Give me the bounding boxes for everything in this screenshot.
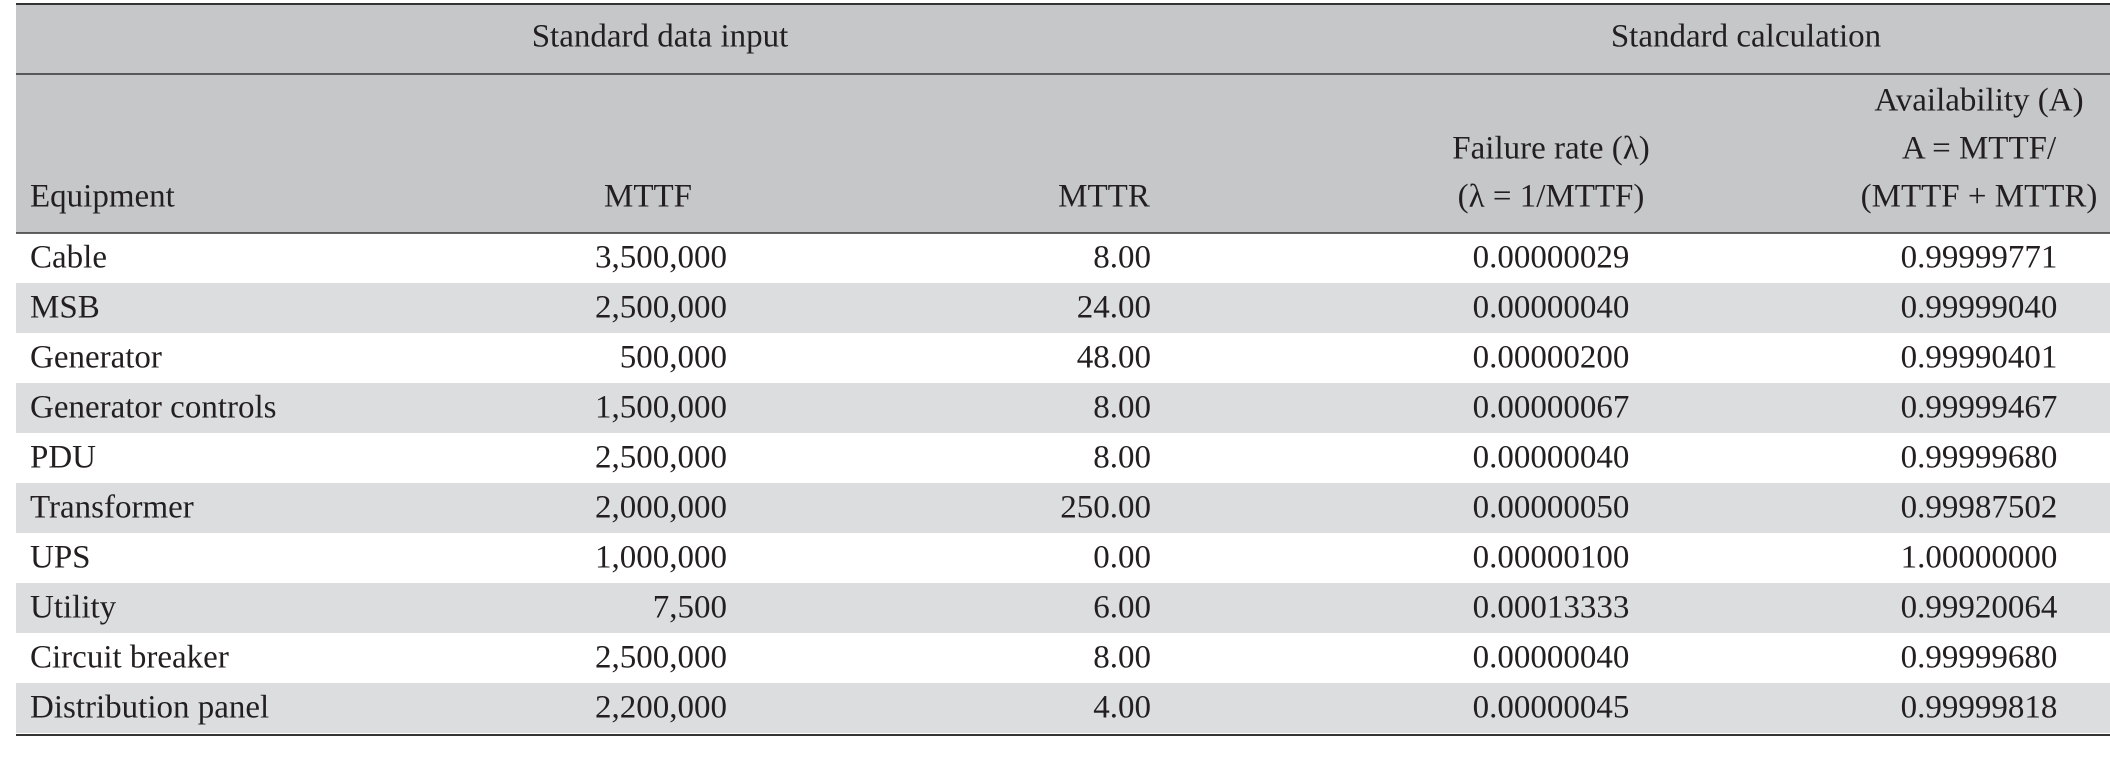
row-backgrounds bbox=[16, 283, 2110, 733]
cell: 0.00000040 bbox=[1473, 440, 1630, 476]
cell: 8.00 bbox=[1093, 440, 1151, 476]
row-label: Circuit breaker bbox=[30, 640, 229, 676]
cell: 0.99987502 bbox=[1901, 490, 2058, 526]
cell: 24.00 bbox=[1077, 290, 1151, 326]
cell: 0.99999040 bbox=[1901, 290, 2058, 326]
row-label: Generator bbox=[30, 340, 162, 376]
cell: 1,000,000 bbox=[595, 540, 727, 576]
column-header: MTTR bbox=[1058, 179, 1150, 215]
row-label: Generator controls bbox=[30, 390, 277, 426]
row-label: Utility bbox=[30, 590, 117, 626]
cell: 0.00000100 bbox=[1473, 540, 1630, 576]
header-background bbox=[16, 4, 2110, 233]
column-header: (MTTF + MTTR) bbox=[1861, 179, 2098, 215]
cell: 0.00000045 bbox=[1473, 690, 1630, 726]
cell: 0.00013333 bbox=[1473, 590, 1630, 626]
cell: 2,500,000 bbox=[595, 440, 727, 476]
column-header: Failure rate (λ) bbox=[1452, 131, 1649, 167]
row-label: Cable bbox=[30, 240, 107, 276]
row-stripe bbox=[16, 383, 2110, 433]
row-label: UPS bbox=[30, 540, 91, 576]
cell: 8.00 bbox=[1093, 640, 1151, 676]
cell: 0.99999680 bbox=[1901, 640, 2058, 676]
cell: 4.00 bbox=[1093, 690, 1151, 726]
cell: 7,500 bbox=[653, 590, 727, 626]
cell: 6.00 bbox=[1093, 590, 1151, 626]
column-header: A = MTTF/ bbox=[1902, 131, 2057, 167]
column-header: (λ = 1/MTTF) bbox=[1458, 179, 1645, 215]
group-header: Standard data input bbox=[532, 19, 789, 55]
cell: 0.00000050 bbox=[1473, 490, 1630, 526]
group-header: Standard calculation bbox=[1611, 19, 1881, 55]
cell: 250.00 bbox=[1060, 490, 1151, 526]
cell: 2,200,000 bbox=[595, 690, 727, 726]
row-label: Distribution panel bbox=[30, 690, 269, 726]
column-header: Availability (A) bbox=[1874, 83, 2083, 119]
column-header: MTTF bbox=[604, 179, 692, 215]
cell: 3,500,000 bbox=[595, 240, 727, 276]
row-label: PDU bbox=[30, 440, 96, 476]
cell: 48.00 bbox=[1077, 340, 1151, 376]
cell: 0.00 bbox=[1093, 540, 1151, 576]
column-header: Equipment bbox=[30, 179, 175, 215]
row-stripe bbox=[16, 583, 2110, 633]
cell: 0.99999680 bbox=[1901, 440, 2058, 476]
cell: 0.00000040 bbox=[1473, 640, 1630, 676]
cell: 0.00000067 bbox=[1473, 390, 1630, 426]
row-stripe bbox=[16, 283, 2110, 333]
cell: 0.99999467 bbox=[1901, 390, 2058, 426]
row-label: MSB bbox=[30, 290, 100, 326]
cell: 0.00000040 bbox=[1473, 290, 1630, 326]
cell: 1,500,000 bbox=[595, 390, 727, 426]
cell: 8.00 bbox=[1093, 390, 1151, 426]
cell: 0.99920064 bbox=[1901, 590, 2058, 626]
cell: 500,000 bbox=[620, 340, 727, 376]
row-label: Transformer bbox=[30, 490, 194, 526]
cell: 0.99999818 bbox=[1901, 690, 2058, 726]
cell: 2,000,000 bbox=[595, 490, 727, 526]
cell: 0.00000200 bbox=[1473, 340, 1630, 376]
cell: 8.00 bbox=[1093, 240, 1151, 276]
cell: 0.00000029 bbox=[1473, 240, 1630, 276]
cell: 0.99999771 bbox=[1901, 240, 2058, 276]
cell: 0.99990401 bbox=[1901, 340, 2058, 376]
cell: 2,500,000 bbox=[595, 290, 727, 326]
cell: 1.00000000 bbox=[1901, 540, 2058, 576]
row-stripe bbox=[16, 483, 2110, 533]
cell: 2,500,000 bbox=[595, 640, 727, 676]
row-stripe bbox=[16, 683, 2110, 733]
